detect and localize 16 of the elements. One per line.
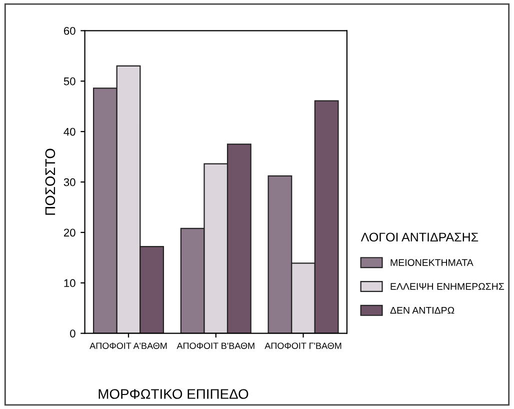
x-tick-label: ΑΠΟΦΟΙΤ Γ'ΒΑΘΜ	[264, 342, 342, 349]
legend-label: ΕΛΛΕΙΨΗ ΕΝΗΜΕΡΩΣΗΣ	[390, 282, 504, 290]
y-tick-label: 60	[64, 26, 76, 35]
y-axis-title: ΠΟΣΟΣΤΟ	[45, 148, 56, 215]
y-tick-label: 0	[70, 330, 76, 338]
x-axis-title: ΜΟΡΦΩΤΙΚΟ ΕΠΙΠΕΔΟ	[98, 389, 248, 399]
y-tick-label: 40	[64, 128, 76, 136]
x-tick-label: ΑΠΟΦΟΙΤ Β'ΒΑΘΜ	[176, 342, 254, 349]
y-tick-label: 20	[64, 228, 76, 237]
x-tick-label: ΑΠΟΦΟΙΤ Α'ΒΑΘΜ	[90, 342, 167, 349]
y-tick-label: 50	[64, 77, 76, 86]
legend-title: ΛΟΓΟΙ ΑΝΤΙΔΡΑΣΗΣ	[360, 232, 478, 242]
legend-label: ΔΕΝ ΑΝΤΙΔΡΩ	[390, 306, 454, 314]
y-tick-label: 30	[64, 178, 76, 186]
y-tick-label: 10	[64, 279, 76, 288]
legend-label: ΜΕΙΟΝΕΚΤΗΜΑΤΑ	[390, 259, 474, 266]
